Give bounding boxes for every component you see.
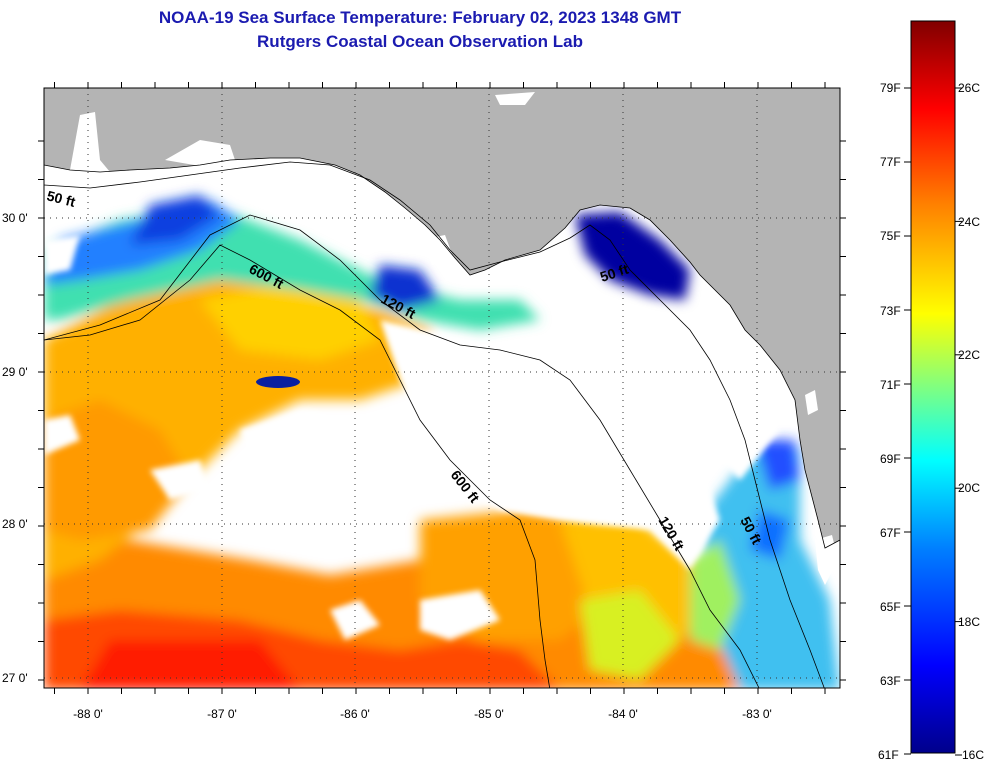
celsius-label: 22C [958, 348, 981, 362]
lon-label: -86 0' [340, 707, 370, 721]
celsius-label: 18C [958, 615, 981, 629]
lat-label: 28 0' [2, 517, 28, 531]
celsius-label: 20C [958, 481, 981, 495]
cold-eddy [256, 376, 300, 388]
lon-label: -85 0' [474, 707, 504, 721]
lat-label: 27 0' [2, 671, 28, 685]
celsius-label: 16C [962, 748, 985, 762]
lon-label: -88 0' [73, 707, 103, 721]
contour-label: 50 ft [45, 187, 77, 210]
fahrenheit-label: 61F [878, 748, 899, 762]
cloud-patches [44, 235, 780, 640]
title-line-1: NOAA-19 Sea Surface Temperature: Februar… [158, 8, 682, 27]
lon-label: -83 0' [742, 707, 772, 721]
fahrenheit-label: 73F [880, 304, 901, 318]
tick-marks [38, 82, 846, 694]
coastal-fringe [70, 92, 838, 585]
fahrenheit-label: 75F [880, 229, 901, 243]
latitude-labels: 30 0' 29 0' 28 0' 27 0' [2, 211, 28, 685]
longitude-labels: -88 0' -87 0' -86 0' -85 0' -84 0' -83 0… [73, 707, 772, 721]
fahrenheit-label: 71F [880, 378, 901, 392]
sst-field [44, 195, 840, 688]
land-mass [44, 88, 840, 548]
fahrenheit-label: 65F [880, 600, 901, 614]
colorbar-ticks [904, 87, 962, 756]
lon-label: -84 0' [608, 707, 638, 721]
fahrenheit-label: 69F [880, 452, 901, 466]
map-panel: 50 ft 600 ft 120 ft 50 ft 600 ft 120 ft … [44, 88, 840, 688]
map-frame [43, 87, 841, 689]
fahrenheit-label: 67F [880, 526, 901, 540]
colorbar [910, 20, 956, 754]
lon-label: -87 0' [207, 707, 237, 721]
fahrenheit-label: 63F [880, 674, 901, 688]
celsius-label: 24C [958, 215, 981, 229]
lat-label: 29 0' [2, 365, 28, 379]
fahrenheit-label: 77F [880, 155, 901, 169]
lat-label: 30 0' [2, 211, 28, 225]
title-line-2: Rutgers Coastal Ocean Observation Lab [257, 32, 583, 51]
bathymetry-contours [44, 161, 825, 688]
fahrenheit-label: 79F [880, 81, 901, 95]
celsius-label: 26C [958, 81, 981, 95]
graticule [44, 88, 840, 688]
